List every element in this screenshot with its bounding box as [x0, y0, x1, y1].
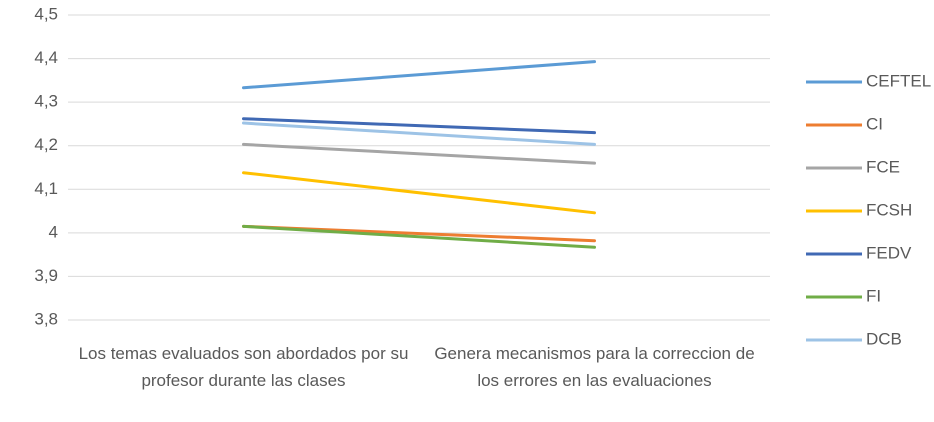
legend-label: FCSH [866, 200, 912, 219]
y-tick-label: 4,4 [34, 48, 58, 67]
x-tick-label: Los temas evaluados son abordados por su… [78, 344, 409, 390]
series-line [242, 224, 596, 249]
y-tick-label: 4,3 [34, 92, 58, 111]
series-line [242, 117, 596, 135]
y-tick-label: 4,5 [34, 4, 58, 23]
legend-label: CI [866, 114, 883, 133]
y-tick-label: 3,9 [34, 266, 58, 285]
legend-label: FEDV [866, 243, 912, 262]
legend-label: FCE [866, 157, 900, 176]
series-line [242, 121, 596, 146]
legend-label: CEFTEL [866, 71, 931, 90]
y-tick-label: 3,8 [34, 309, 58, 328]
series-line [242, 60, 596, 90]
legend-label: FI [866, 286, 881, 305]
x-tick-label: Genera mecanismos para la correccion de … [434, 344, 755, 390]
series-line [242, 142, 596, 165]
y-tick-label: 4,2 [34, 135, 58, 154]
y-tick-label: 4,1 [34, 179, 58, 198]
series-line [242, 171, 596, 215]
y-tick-label: 4 [49, 222, 58, 241]
legend-label: DCB [866, 329, 902, 348]
